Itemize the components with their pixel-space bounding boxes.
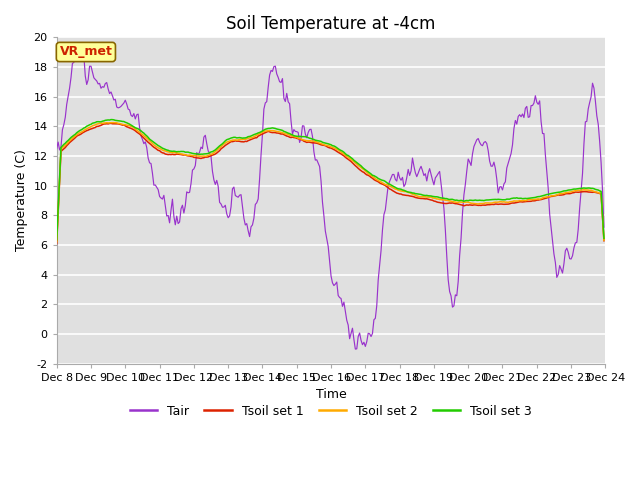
- Tair: [79, 43, 86, 49]
- Tsoil set 3: [597, 189, 605, 194]
- Line: Tsoil set 2: Tsoil set 2: [57, 122, 604, 241]
- Tsoil set 2: [110, 120, 118, 125]
- Line: Tair: Tair: [57, 46, 604, 349]
- Y-axis label: Temperature (C): Temperature (C): [15, 150, 28, 252]
- Tsoil set 1: [88, 126, 96, 132]
- Tair: [351, 346, 359, 352]
- Title: Soil Temperature at -4cm: Soil Temperature at -4cm: [227, 15, 436, 33]
- Tsoil set 2: [88, 123, 96, 129]
- Tsoil set 1: [107, 120, 115, 126]
- Tair: [53, 146, 61, 152]
- Tsoil set 3: [526, 195, 534, 201]
- Tsoil set 3: [444, 196, 452, 202]
- Legend: Tair, Tsoil set 1, Tsoil set 2, Tsoil set 3: Tair, Tsoil set 1, Tsoil set 2, Tsoil se…: [125, 400, 537, 423]
- Tsoil set 2: [600, 238, 608, 243]
- Tsoil set 1: [53, 241, 61, 247]
- Tsoil set 2: [53, 239, 61, 244]
- Tsoil set 1: [444, 200, 452, 206]
- Tsoil set 3: [336, 147, 344, 153]
- Tair: [446, 288, 454, 294]
- Tsoil set 2: [597, 191, 605, 196]
- Line: Tsoil set 1: Tsoil set 1: [57, 123, 604, 244]
- Tsoil set 1: [336, 150, 344, 156]
- X-axis label: Time: Time: [316, 388, 346, 401]
- Tsoil set 2: [526, 196, 534, 202]
- Line: Tsoil set 3: Tsoil set 3: [57, 120, 604, 240]
- Tsoil set 2: [444, 198, 452, 204]
- Tsoil set 1: [597, 191, 605, 197]
- Tair: [527, 103, 535, 108]
- Tair: [336, 295, 344, 300]
- Tair: [90, 75, 98, 81]
- Tsoil set 3: [53, 237, 61, 243]
- Tsoil set 3: [88, 120, 96, 126]
- Tsoil set 2: [336, 148, 344, 154]
- Tair: [72, 54, 79, 60]
- Tair: [600, 224, 608, 230]
- Tsoil set 1: [72, 135, 79, 141]
- Tsoil set 3: [107, 117, 115, 122]
- Tsoil set 3: [600, 235, 608, 241]
- Tsoil set 1: [600, 238, 608, 244]
- Tair: [598, 187, 606, 193]
- Text: VR_met: VR_met: [60, 46, 113, 59]
- Tsoil set 3: [72, 132, 79, 137]
- Tsoil set 2: [72, 133, 79, 139]
- Tsoil set 1: [526, 198, 534, 204]
